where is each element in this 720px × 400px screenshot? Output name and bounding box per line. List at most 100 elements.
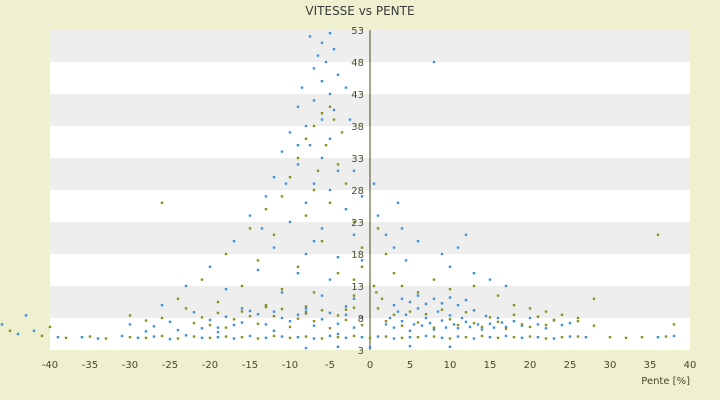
data-point	[208, 336, 212, 340]
data-point	[520, 336, 524, 340]
data-point	[264, 336, 268, 340]
data-point	[344, 318, 348, 322]
data-point	[296, 336, 300, 339]
data-point	[336, 314, 340, 317]
data-point	[440, 302, 444, 305]
data-point	[328, 334, 332, 338]
data-point	[208, 265, 212, 268]
data-point	[560, 313, 564, 316]
data-point	[224, 315, 228, 318]
data-point	[432, 326, 436, 329]
data-point	[208, 323, 212, 327]
data-point	[392, 326, 396, 329]
data-point	[320, 156, 324, 160]
data-point	[288, 320, 292, 323]
data-point	[320, 227, 324, 230]
data-point	[272, 233, 276, 236]
data-point	[420, 324, 424, 327]
data-point	[496, 336, 500, 340]
data-point	[328, 32, 332, 35]
data-point	[432, 335, 436, 338]
data-point	[296, 317, 300, 320]
data-point	[396, 310, 400, 313]
data-point	[672, 323, 676, 326]
data-point	[432, 278, 436, 281]
x-tick-label: 30	[604, 360, 617, 371]
data-point	[264, 208, 268, 211]
data-point	[184, 284, 188, 288]
data-point	[448, 337, 452, 340]
data-point	[288, 131, 292, 134]
data-point	[520, 323, 524, 326]
data-point	[348, 118, 352, 121]
data-point	[400, 284, 404, 288]
data-point	[504, 325, 508, 329]
y-tick-label: 53	[351, 26, 364, 37]
data-point	[360, 336, 364, 339]
data-point	[528, 335, 532, 338]
data-point	[416, 240, 420, 243]
data-point	[440, 308, 444, 311]
data-point	[336, 169, 340, 172]
data-point	[232, 318, 236, 321]
data-point	[576, 335, 580, 338]
data-point	[656, 233, 660, 236]
data-point	[96, 337, 100, 340]
data-point	[120, 334, 124, 338]
data-point	[320, 309, 324, 312]
data-point	[432, 328, 436, 331]
data-point	[308, 144, 312, 147]
data-point	[384, 335, 388, 338]
x-tick-label: -20	[202, 360, 218, 371]
x-tick-label: -25	[162, 360, 178, 371]
data-point	[368, 346, 372, 349]
data-point	[144, 330, 148, 333]
data-point	[240, 336, 244, 339]
data-point	[216, 336, 220, 339]
data-point	[448, 296, 452, 299]
data-point	[280, 195, 284, 198]
data-point	[484, 314, 488, 318]
data-point	[280, 291, 284, 294]
data-point	[400, 297, 404, 300]
data-point	[488, 336, 492, 339]
data-point	[456, 246, 460, 249]
data-point	[336, 163, 340, 166]
data-point	[320, 80, 324, 83]
data-point	[344, 305, 348, 308]
data-point	[248, 227, 252, 230]
data-point	[608, 336, 612, 339]
data-point	[544, 310, 548, 313]
data-point	[424, 312, 428, 316]
data-point	[492, 326, 496, 329]
data-point	[512, 320, 516, 323]
data-point	[472, 309, 476, 312]
data-point	[176, 328, 180, 332]
data-point	[384, 323, 388, 326]
data-point	[384, 320, 388, 323]
data-point	[336, 332, 340, 336]
data-point	[464, 311, 468, 314]
data-point	[380, 297, 384, 300]
data-point	[200, 278, 204, 281]
data-point	[528, 325, 532, 329]
data-point	[344, 336, 348, 340]
data-point	[216, 311, 220, 315]
data-point	[496, 320, 500, 324]
data-point	[332, 118, 336, 121]
data-point	[320, 337, 324, 340]
data-point	[368, 336, 372, 340]
data-point	[256, 337, 260, 340]
x-tick-label: 35	[644, 360, 657, 371]
data-point	[312, 182, 316, 185]
data-point	[320, 112, 324, 115]
data-point	[256, 268, 260, 272]
data-point	[448, 265, 452, 268]
data-point	[388, 316, 392, 320]
data-point	[468, 325, 472, 329]
y-tick-label: 13	[351, 282, 364, 293]
data-point	[552, 318, 556, 322]
data-point	[324, 60, 328, 64]
data-point	[328, 201, 332, 204]
